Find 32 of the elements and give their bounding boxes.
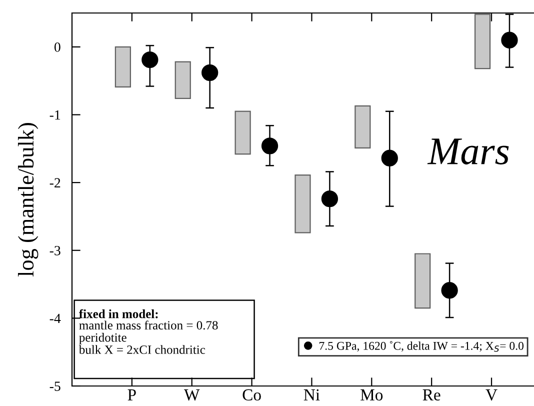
y-tick-label: -5 <box>50 382 60 391</box>
x-tick-label: Co <box>242 389 261 401</box>
annotation: mantle mass fraction = 0.78 peridotite bulk X = 2xCI chondritic <box>78 320 218 354</box>
x-tick-label: V <box>486 389 498 401</box>
point <box>381 150 398 166</box>
annotation: fixed in model: <box>79 309 158 318</box>
y-tick-label: -1 <box>50 110 60 120</box>
annotation: Mars <box>427 138 509 164</box>
bar <box>414 253 431 309</box>
legend-label: 7.5 GPa, 1620 ˚C, delta IW = -1.4; X$_{S}$= 0.0 <box>320 341 524 352</box>
point <box>261 138 278 154</box>
bar <box>174 61 191 100</box>
x-tick-label: Re <box>422 389 440 401</box>
y-tick-label: -3 <box>50 246 60 256</box>
point <box>202 64 218 82</box>
bar <box>234 110 251 155</box>
bar <box>354 105 371 149</box>
y-tick-label: -4 <box>50 314 61 323</box>
y-tick-label: -2 <box>50 178 60 188</box>
point <box>441 282 458 299</box>
x-tick-label: Mo <box>360 389 383 401</box>
y-tick-label: 0 <box>54 42 60 52</box>
point <box>321 190 338 208</box>
x-tick-label: W <box>184 389 200 401</box>
bar <box>474 14 491 70</box>
bar <box>294 174 311 234</box>
point <box>142 51 158 68</box>
x-tick-label: P <box>128 389 136 400</box>
point <box>501 32 518 48</box>
x-tick-label: Ni <box>304 389 320 400</box>
y-axis-title: log (mantle/bulk) <box>18 123 38 277</box>
bar <box>114 46 131 88</box>
